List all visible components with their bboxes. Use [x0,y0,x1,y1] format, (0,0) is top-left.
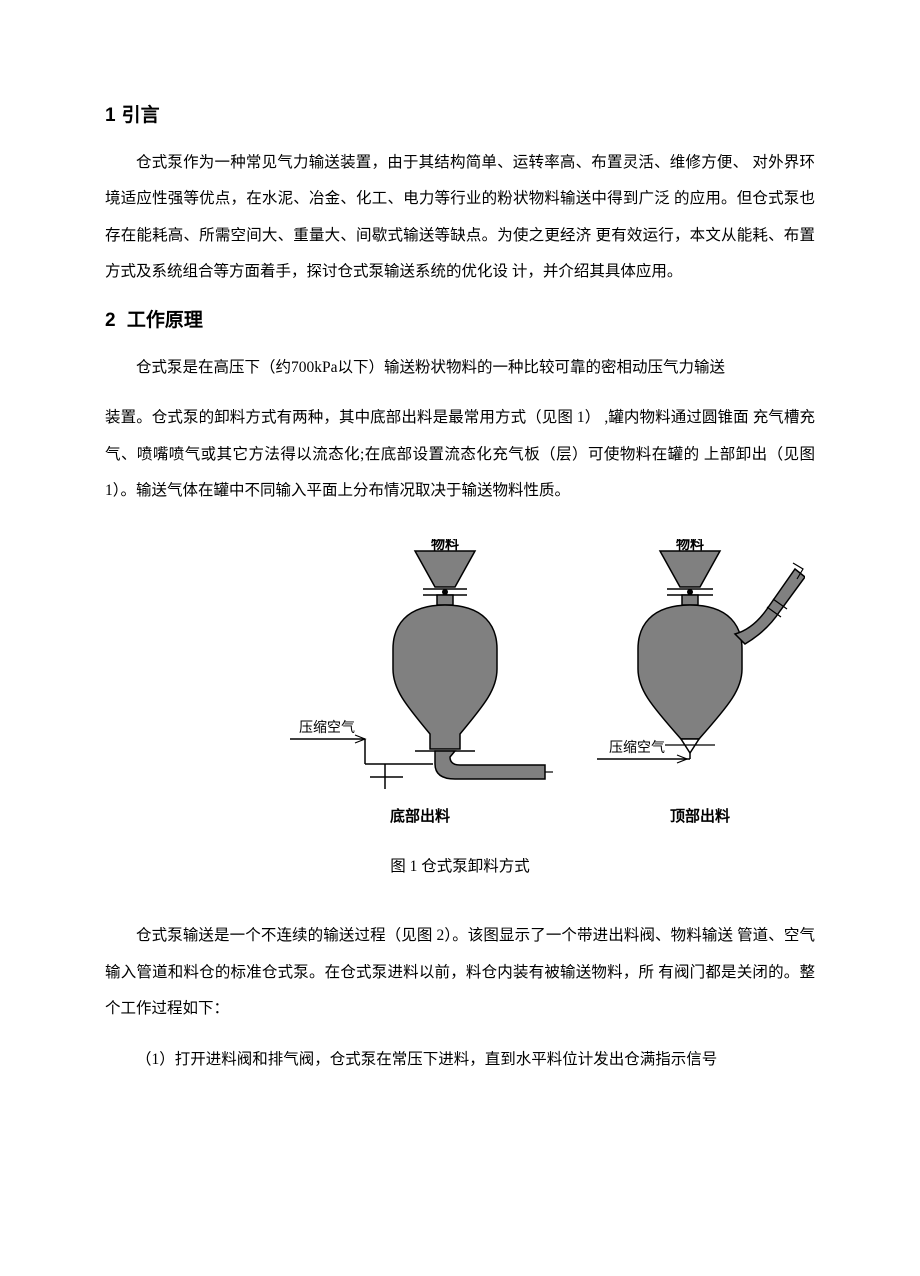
section-1-heading: 1 引言 [105,100,815,127]
section-2-paragraph-2: 装置。仓式泵的卸料方式有两种，其中底部出料是最常用方式（见图 1） ,罐内物料通… [105,400,815,509]
material-label-left: 物料 [431,539,459,553]
material-label-right: 物料 [676,539,704,553]
section-1-title: 引言 [122,105,160,126]
top-discharge-diagram: 物料 [595,539,805,799]
section-1-number: 1 [105,105,116,126]
section-2-title: 工作原理 [127,310,203,331]
section-2-paragraph-1: 仓式泵是在高压下（约700kPa以下）输送粉状物料的一种比较可靠的密相动压气力输… [105,350,815,386]
section-2-paragraph-4: （1）打开进料阀和排气阀，仓式泵在常压下进料，直到水平料位计发出仓满指示信号 [105,1042,815,1078]
section-2-paragraph-3: 仓式泵输送是一个不连续的输送过程（见图 2）。该图显示了一个带进出料阀、物料输送… [105,918,815,1027]
section-1-paragraph-1: 仓式泵作为一种常见气力输送装置，由于其结构简单、运转率高、布置灵活、维修方便、 … [105,145,815,291]
document-page: 1 引言 仓式泵作为一种常见气力输送装置，由于其结构简单、运转率高、布置灵活、维修… [0,0,920,1152]
section-2-heading: 2 工作原理 [105,305,815,332]
air-label-left: 压缩空气 [299,720,355,736]
figure-1-right-caption: 顶部出料 [670,805,730,826]
bottom-discharge-diagram: 物料 [285,539,555,799]
figure-1-left: 物料 [285,539,555,826]
figure-1-right: 物料 [595,539,805,826]
figure-1-row: 物料 [105,539,815,826]
section-2-number: 2 [105,310,116,331]
figure-1-left-caption: 底部出料 [390,805,450,826]
figure-1-main-caption: 图 1 仓式泵卸料方式 [105,854,815,876]
air-label-right: 压缩空气 [609,740,665,756]
